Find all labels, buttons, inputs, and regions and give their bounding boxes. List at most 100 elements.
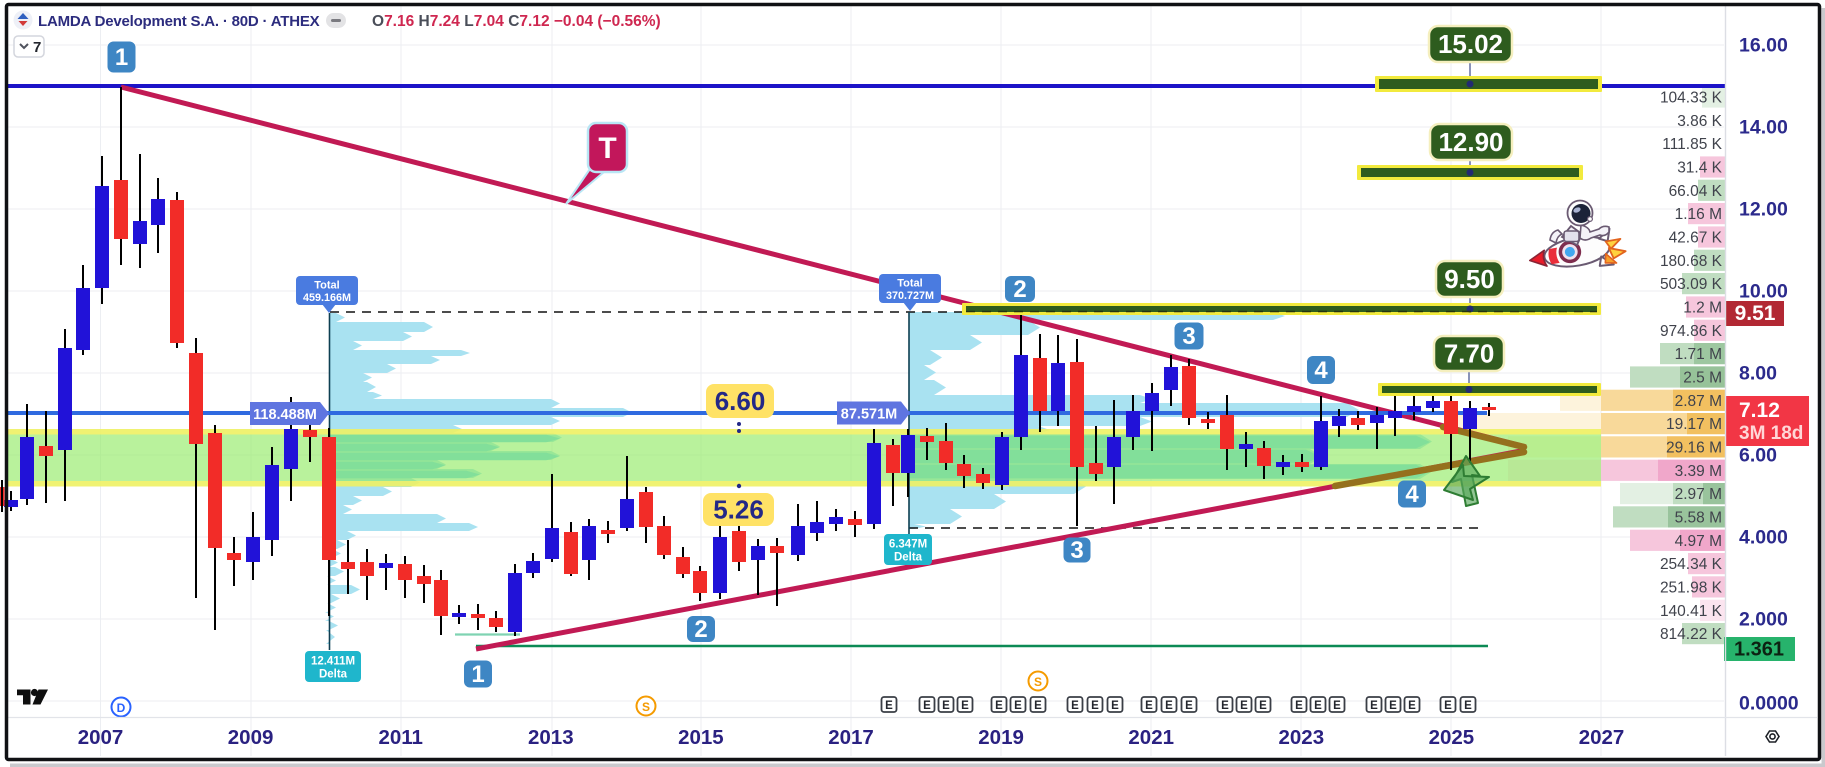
svg-text:6.60: 6.60	[715, 386, 766, 416]
svg-text:S: S	[1034, 675, 1042, 689]
svg-text:2021: 2021	[1128, 726, 1174, 749]
svg-text:E: E	[1145, 700, 1153, 712]
svg-text:2017: 2017	[828, 726, 874, 749]
svg-text:E: E	[1185, 700, 1193, 712]
svg-text:19.17 M: 19.17 M	[1666, 416, 1722, 433]
svg-text:2.5 M: 2.5 M	[1683, 369, 1722, 386]
svg-text:2: 2	[1013, 276, 1026, 303]
svg-text:503.09 K: 503.09 K	[1660, 276, 1723, 293]
svg-text:E: E	[1370, 700, 1378, 712]
svg-text:5.26: 5.26	[713, 495, 764, 525]
svg-text:E: E	[1408, 700, 1416, 712]
svg-text:0.0000: 0.0000	[1739, 693, 1799, 715]
svg-text:12.411M: 12.411M	[311, 656, 355, 668]
svg-text:251.98 K: 251.98 K	[1660, 579, 1723, 596]
svg-text:O7.16 H7.24 L7.04 C7.12 −0.04: O7.16 H7.24 L7.04 C7.12 −0.04 (−0.56%)	[372, 13, 661, 30]
svg-text:7: 7	[33, 39, 41, 56]
svg-text:4.000: 4.000	[1739, 527, 1788, 549]
svg-text:2025: 2025	[1429, 726, 1475, 749]
svg-text:2019: 2019	[978, 726, 1024, 749]
svg-text:3M 18d: 3M 18d	[1739, 423, 1803, 444]
svg-text:T: T	[598, 132, 616, 165]
svg-text:14.00: 14.00	[1739, 117, 1788, 139]
svg-text:15.02: 15.02	[1438, 29, 1503, 59]
svg-text:1: 1	[115, 44, 128, 71]
svg-text:87.571M: 87.571M	[841, 407, 897, 423]
svg-text:4: 4	[1314, 357, 1328, 384]
svg-text:1.71 M: 1.71 M	[1675, 346, 1722, 363]
svg-text:180.68 K: 180.68 K	[1660, 253, 1723, 270]
svg-text:1: 1	[471, 661, 484, 688]
svg-text:29.16 M: 29.16 M	[1666, 439, 1722, 456]
svg-text:Delta: Delta	[894, 552, 923, 564]
svg-text:Total: Total	[897, 278, 922, 290]
svg-text:12.90: 12.90	[1438, 127, 1503, 157]
svg-text:2011: 2011	[378, 726, 422, 749]
svg-text:2027: 2027	[1579, 726, 1625, 749]
svg-text:3: 3	[1070, 537, 1083, 564]
svg-text:1.16 M: 1.16 M	[1675, 206, 1722, 223]
svg-text:E: E	[1071, 700, 1079, 712]
svg-text:12.00: 12.00	[1739, 199, 1788, 221]
svg-text:6.00: 6.00	[1739, 445, 1777, 467]
svg-text:3.86 K: 3.86 K	[1677, 113, 1722, 130]
svg-text:S: S	[642, 700, 650, 714]
svg-text:2: 2	[694, 616, 707, 643]
svg-text:7.70: 7.70	[1444, 339, 1495, 369]
svg-text:2.000: 2.000	[1739, 609, 1788, 631]
svg-text:E: E	[1389, 700, 1397, 712]
svg-text:E: E	[1165, 700, 1173, 712]
svg-text:LAMDA Development S.A. · 80D ·: LAMDA Development S.A. · 80D · ATHEX	[38, 13, 320, 30]
svg-text:E: E	[1314, 700, 1322, 712]
svg-text:104.33 K: 104.33 K	[1660, 90, 1723, 107]
svg-text:E: E	[1014, 700, 1022, 712]
svg-text:814.22 K: 814.22 K	[1660, 626, 1723, 643]
svg-text:E: E	[1221, 700, 1229, 712]
svg-text:9.50: 9.50	[1444, 264, 1495, 294]
svg-text:4: 4	[1405, 481, 1419, 508]
svg-text:16.00: 16.00	[1739, 35, 1788, 57]
svg-text:1.361: 1.361	[1734, 639, 1784, 661]
svg-text:9.51: 9.51	[1735, 302, 1776, 325]
svg-text:Delta: Delta	[319, 669, 348, 681]
svg-text:E: E	[1259, 700, 1267, 712]
svg-text:2.87 M: 2.87 M	[1675, 393, 1722, 410]
svg-text:E: E	[885, 700, 893, 712]
svg-text:E: E	[1444, 700, 1452, 712]
svg-text:370.727M: 370.727M	[886, 290, 934, 302]
svg-text:3.39 M: 3.39 M	[1675, 463, 1722, 480]
svg-text:1.2 M: 1.2 M	[1683, 299, 1722, 316]
svg-text:E: E	[995, 700, 1003, 712]
svg-text:8.00: 8.00	[1739, 363, 1777, 385]
svg-text:E: E	[1464, 700, 1472, 712]
svg-text:E: E	[1295, 700, 1303, 712]
svg-text:4.97 M: 4.97 M	[1675, 533, 1722, 550]
svg-text:254.34 K: 254.34 K	[1660, 556, 1723, 573]
svg-text:2023: 2023	[1278, 726, 1324, 749]
svg-text:E: E	[1333, 700, 1341, 712]
svg-text:E: E	[1034, 700, 1042, 712]
svg-text:5.58 M: 5.58 M	[1675, 509, 1722, 526]
svg-text:974.86 K: 974.86 K	[1660, 323, 1723, 340]
svg-text:66.04 K: 66.04 K	[1669, 183, 1723, 200]
svg-text:E: E	[1111, 700, 1119, 712]
svg-text:D: D	[117, 701, 126, 715]
svg-text:E: E	[961, 700, 969, 712]
svg-text:E: E	[942, 700, 950, 712]
svg-text:2015: 2015	[678, 726, 724, 749]
svg-text:31.4 K: 31.4 K	[1677, 159, 1722, 176]
svg-text:E: E	[1240, 700, 1248, 712]
svg-text:2.97 M: 2.97 M	[1675, 486, 1722, 503]
svg-text:3: 3	[1182, 323, 1195, 350]
svg-text:111.85 K: 111.85 K	[1662, 136, 1722, 153]
svg-text:Total: Total	[314, 280, 339, 292]
svg-text:140.41 K: 140.41 K	[1660, 603, 1723, 620]
svg-text:2013: 2013	[528, 726, 574, 749]
svg-text:118.488M: 118.488M	[253, 407, 317, 423]
svg-text:E: E	[1091, 700, 1099, 712]
svg-text:10.00: 10.00	[1739, 281, 1788, 303]
svg-text:E: E	[923, 700, 931, 712]
svg-text:2007: 2007	[78, 726, 124, 749]
svg-text:42.67 K: 42.67 K	[1669, 229, 1723, 246]
svg-text:7.12: 7.12	[1739, 399, 1780, 422]
